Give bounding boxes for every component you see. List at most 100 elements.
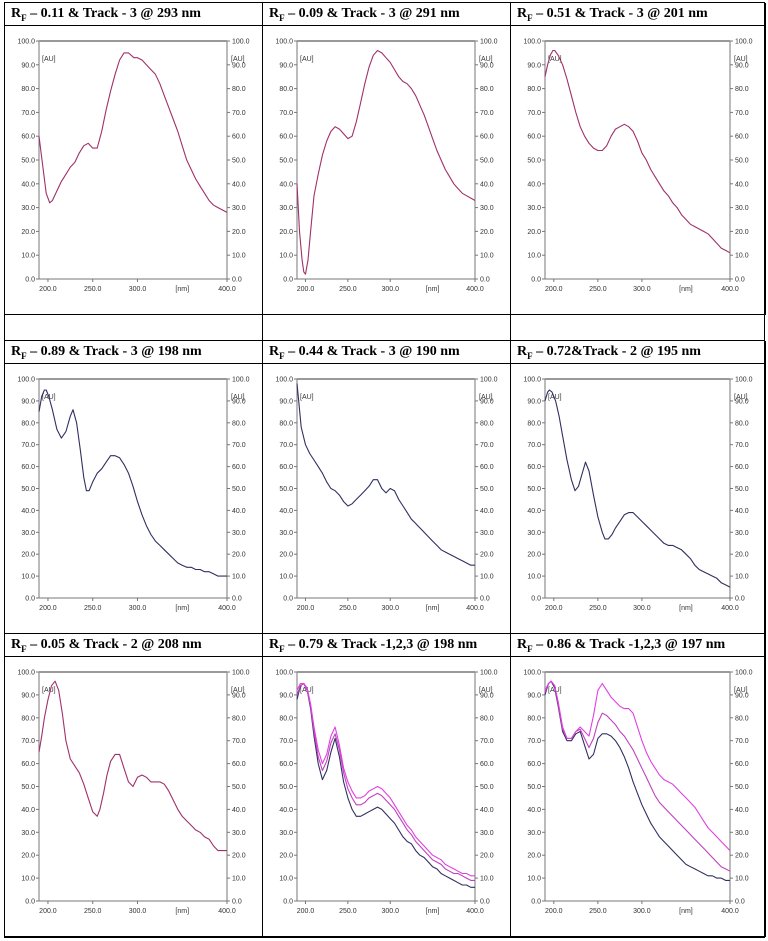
title-prefix: R: [269, 344, 280, 359]
x-tick-label: 200.0: [39, 286, 57, 293]
y-tick-label-left: 20.0: [279, 552, 293, 559]
title-prefix: R: [11, 344, 22, 359]
y-tick-label-left: 100.0: [523, 377, 541, 384]
y-tick-label-right: 20.0: [735, 853, 749, 860]
y-tick-label-left: 0.0: [25, 899, 35, 906]
plot-frame: [38, 40, 228, 280]
y-tick-label-left: 80.0: [279, 715, 293, 722]
y-tick-label-right: 50.0: [735, 784, 749, 791]
x-tick-label: 250.0: [589, 908, 607, 915]
y-tick-label-left: 60.0: [279, 134, 293, 141]
y-tick-label-right: 50.0: [480, 158, 494, 165]
y-tick-label-right: 30.0: [735, 205, 749, 212]
chart-grid: RF – 0.11 & Track - 3 @ 293 nm 0.0 10.0 20.…: [4, 2, 766, 938]
title-subscript: F: [21, 350, 27, 361]
y-tick-label-right: 80.0: [232, 86, 246, 93]
y-tick-label-right: 60.0: [232, 464, 246, 471]
y-tick-label-right: 10.0: [232, 253, 246, 260]
y-tick-label-left: 0.0: [25, 596, 35, 603]
y-tick-label-left: 100.0: [275, 377, 293, 384]
y-tick-label-left: 30.0: [279, 530, 293, 537]
series-line: [544, 389, 731, 588]
chart-title: RF – 0.72&Track - 2 @ 195 nm: [517, 341, 701, 363]
y-axis-label-right: [AU]: [231, 56, 245, 63]
y-tick-label-left: 20.0: [21, 853, 35, 860]
chart-title: RF – 0.05 & Track - 2 @ 208 nm: [11, 634, 202, 656]
y-tick-label-right: 10.0: [480, 876, 494, 883]
y-tick-label-left: 10.0: [21, 574, 35, 581]
y-tick-label-right: 50.0: [232, 784, 246, 791]
title-subscript: F: [21, 643, 27, 654]
x-tick-label: 300.0: [633, 286, 651, 293]
x-axis-label: [nm]: [426, 286, 440, 293]
x-tick-label: 200.0: [545, 908, 563, 915]
y-tick-label-left: 80.0: [279, 420, 293, 427]
row-spacer-divider: [510, 315, 511, 341]
x-tick-label: 300.0: [381, 286, 399, 293]
x-tick-label: 400.0: [218, 908, 236, 915]
y-tick-label-left: 90.0: [279, 62, 293, 69]
y-tick-label-left: 50.0: [279, 486, 293, 493]
y-tick-label-left: 100.0: [17, 39, 35, 46]
plot-frame: [296, 378, 476, 599]
y-tick-label-right: 30.0: [480, 205, 494, 212]
y-tick-label-left: 90.0: [21, 398, 35, 405]
y-tick-label-right: 0.0: [480, 596, 490, 603]
y-tick-label-left: 20.0: [527, 229, 541, 236]
title-subscript: F: [527, 12, 533, 23]
title-prefix: R: [11, 6, 22, 21]
title-subscript: F: [527, 350, 533, 361]
y-tick-label-left: 50.0: [527, 486, 541, 493]
y-tick-label-right: 10.0: [232, 876, 246, 883]
y-tick-label-right: 60.0: [480, 134, 494, 141]
x-tick-label: 400.0: [466, 908, 484, 915]
chart-panel: RF – 0.11 & Track - 3 @ 293 nm 0.0 10.0 20.…: [5, 3, 263, 315]
plot-frame: [544, 671, 731, 902]
y-tick-label-right: 0.0: [480, 899, 490, 906]
y-axis-label-left: [AU]: [548, 56, 562, 63]
title-prefix: R: [11, 637, 22, 652]
series-line: [544, 49, 731, 254]
y-tick-label-right: 20.0: [480, 853, 494, 860]
y-tick-label-left: 0.0: [283, 899, 293, 906]
title-rule: [5, 656, 262, 657]
y-tick-label-right: 30.0: [480, 830, 494, 837]
y-tick-label-right: 60.0: [232, 134, 246, 141]
x-axis-label: [nm]: [679, 605, 693, 612]
y-tick-label-left: 70.0: [527, 442, 541, 449]
chart-title: RF – 0.09 & Track - 3 @ 291 nm: [269, 3, 460, 25]
series-line: [296, 682, 475, 881]
y-tick-label-left: 50.0: [527, 158, 541, 165]
y-tick-label-right: 20.0: [480, 229, 494, 236]
y-tick-label-right: 40.0: [735, 508, 749, 515]
title-text: – 0.72&Track - 2 @ 195 nm: [532, 344, 701, 359]
chart-panel: RF – 0.86 & Track -1,2,3 @ 197 nm 0.0 10.0…: [511, 634, 766, 937]
chart-plot: 0.0 10.0 20.0 30.0 40.0 50.0 60.0 70.0 80.0 90.0 1…: [523, 670, 752, 916]
y-tick-label-right: 60.0: [480, 761, 494, 768]
chart-title: RF – 0.79 & Track -1,2,3 @ 198 nm: [269, 634, 477, 656]
y-axis-label-right: [AU]: [479, 687, 493, 694]
series-line: [296, 682, 475, 877]
y-axis-label-right: [AU]: [734, 687, 748, 694]
y-tick-label-right: 100.0: [232, 670, 250, 677]
series-line: [544, 680, 730, 881]
y-tick-label-left: 60.0: [279, 464, 293, 471]
chart-plot: 0.0 10.0 20.0 30.0 40.0 50.0 60.0 70.0 80.0 90.0 1…: [523, 377, 752, 613]
title-text: – 0.11 & Track - 3 @ 293 nm: [26, 6, 201, 21]
title-text: – 0.79 & Track -1,2,3 @ 198 nm: [284, 637, 478, 652]
y-tick-label-left: 90.0: [279, 692, 293, 699]
y-tick-label-left: 10.0: [527, 253, 541, 260]
y-tick-label-right: 30.0: [232, 830, 246, 837]
x-axis-label: [nm]: [679, 286, 693, 293]
y-tick-label-right: 40.0: [232, 508, 246, 515]
title-rule: [5, 363, 262, 364]
x-tick-label: 250.0: [589, 605, 607, 612]
y-tick-label-left: 30.0: [527, 830, 541, 837]
x-tick-label: 250.0: [339, 605, 357, 612]
y-axis-label-right: [AU]: [231, 394, 245, 401]
chart-plot: 0.0 10.0 20.0 30.0 40.0 50.0 60.0 70.0 80.0 90.0 1…: [523, 39, 752, 294]
y-tick-label-right: 30.0: [232, 530, 246, 537]
title-subscript: F: [527, 643, 533, 654]
y-tick-label-left: 80.0: [527, 420, 541, 427]
y-tick-label-right: 20.0: [232, 853, 246, 860]
